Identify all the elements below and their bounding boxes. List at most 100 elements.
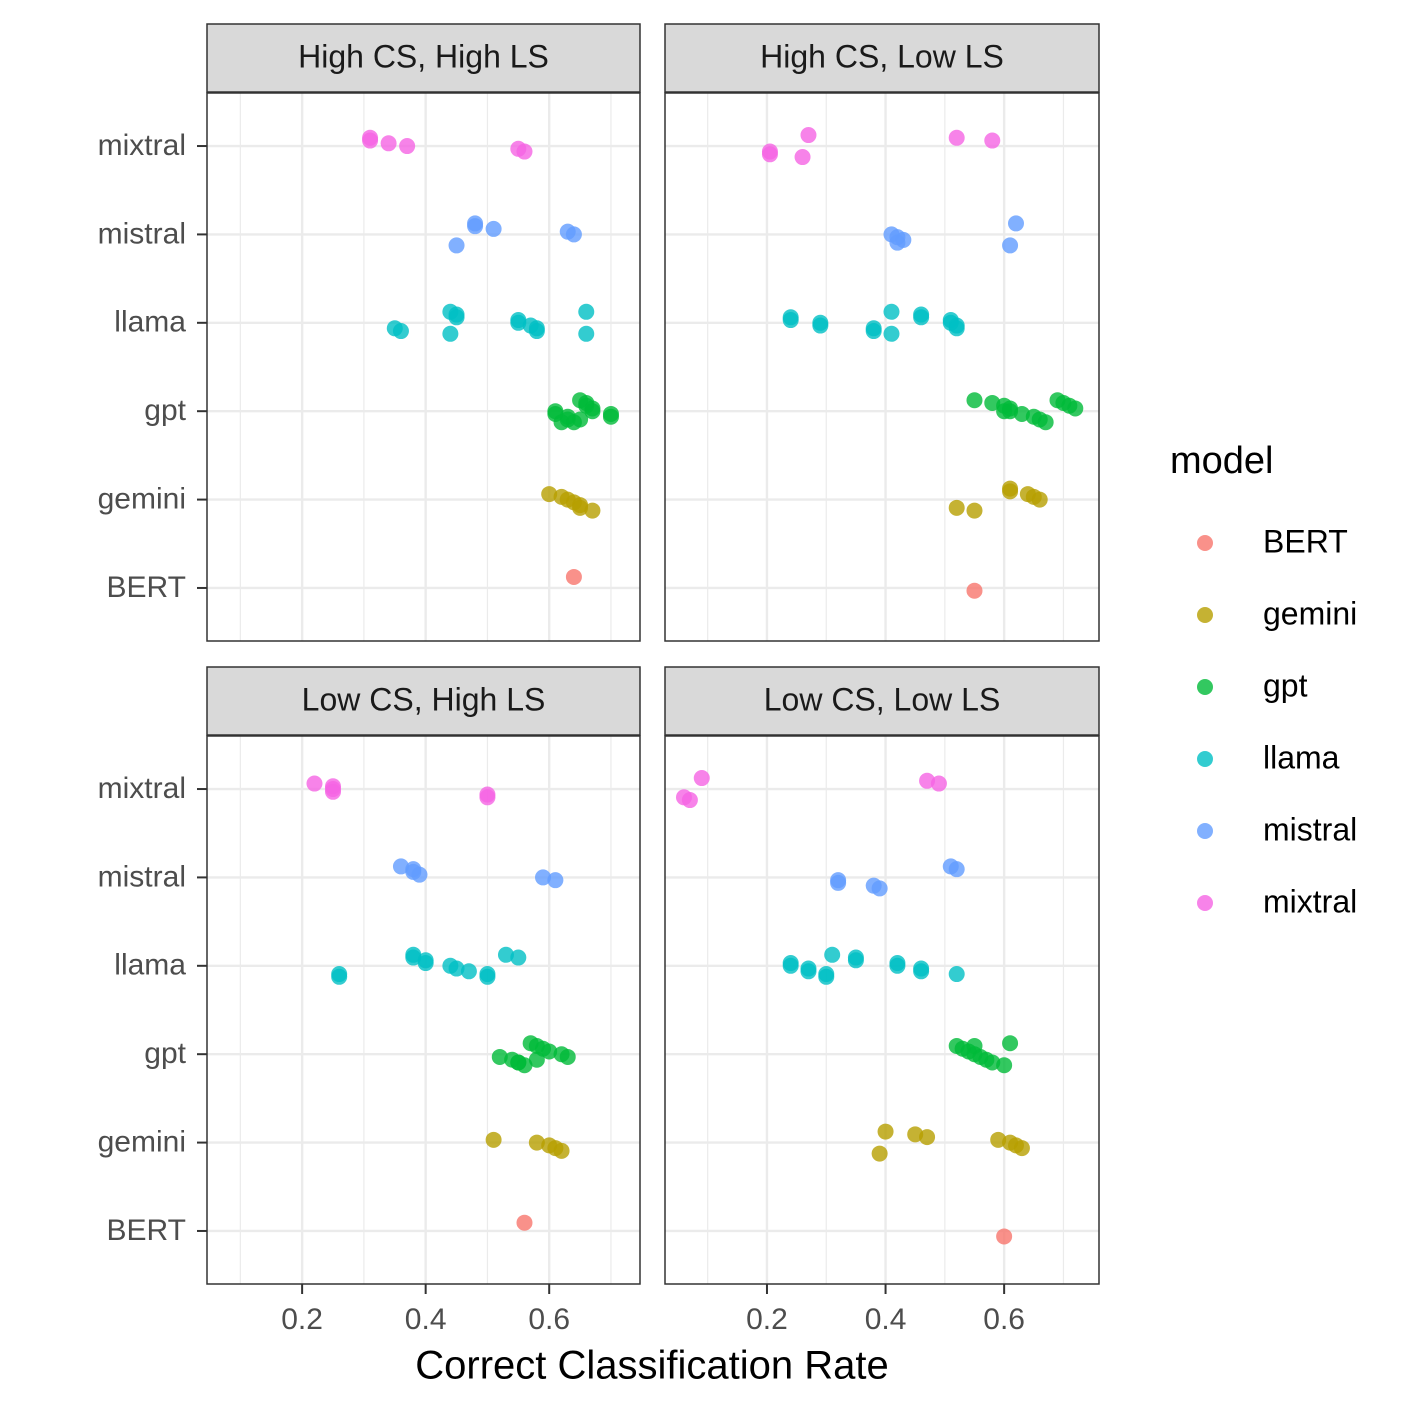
- data-point: [948, 966, 965, 983]
- y-tick-label: gpt: [144, 394, 186, 427]
- legend-key: [1197, 823, 1213, 839]
- data-point: [417, 955, 434, 972]
- data-point: [681, 792, 698, 809]
- data-point: [565, 226, 582, 243]
- data-point: [392, 858, 409, 875]
- data-point: [1013, 1140, 1030, 1157]
- data-point: [948, 499, 965, 516]
- panel-border: [206, 735, 641, 1285]
- data-point: [528, 323, 545, 340]
- legend-label: llama: [1263, 739, 1340, 775]
- data-point: [448, 237, 465, 254]
- data-point: [572, 499, 589, 516]
- data-point: [411, 866, 428, 883]
- panel-background: [665, 93, 1099, 641]
- facet-title: Low CS, High LS: [302, 681, 546, 717]
- data-point: [1067, 400, 1084, 417]
- facet-strip: [206, 23, 641, 93]
- legend-key: [1197, 679, 1213, 695]
- data-point: [572, 411, 589, 428]
- data-point: [871, 1145, 888, 1162]
- data-point: [325, 783, 342, 800]
- data-point: [448, 960, 465, 977]
- panel-border: [206, 92, 641, 642]
- legend-label: gemini: [1263, 595, 1357, 631]
- legend-key: [1197, 895, 1213, 911]
- legend-title: model: [1170, 440, 1274, 482]
- y-tick-label: mixtral: [98, 772, 186, 805]
- legend-label: gpt: [1263, 667, 1308, 703]
- data-point: [865, 323, 882, 340]
- data-point: [306, 775, 323, 792]
- data-point: [883, 303, 900, 320]
- data-point: [800, 963, 817, 980]
- y-tick-label: gemini: [98, 483, 186, 516]
- data-point: [442, 325, 459, 342]
- data-point: [510, 314, 527, 331]
- data-point: [877, 1123, 894, 1140]
- data-point: [497, 946, 514, 963]
- data-point: [1002, 237, 1019, 254]
- legend-label: BERT: [1263, 523, 1348, 559]
- data-point: [467, 218, 484, 235]
- data-point: [883, 325, 900, 342]
- y-tick-label: llama: [114, 949, 186, 982]
- data-point: [460, 963, 477, 980]
- data-point: [516, 143, 533, 160]
- panel-background: [207, 736, 640, 1284]
- legend-label: mistral: [1263, 811, 1357, 847]
- x-axis-title: Correct Classification Rate: [415, 1344, 889, 1388]
- data-point: [547, 872, 564, 889]
- data-point: [1031, 491, 1048, 508]
- facet-strip: [664, 666, 1100, 736]
- y-tick-label: mixtral: [98, 129, 186, 162]
- data-point: [584, 502, 601, 519]
- y-tick-label: BERT: [107, 1214, 186, 1247]
- data-point: [919, 1129, 936, 1146]
- data-point: [510, 1054, 527, 1071]
- x-tick-label: 0.4: [405, 1303, 447, 1336]
- data-point: [824, 946, 841, 963]
- data-point: [930, 775, 947, 792]
- data-point: [693, 770, 710, 787]
- data-point: [948, 129, 965, 146]
- data-point: [578, 325, 595, 342]
- data-point: [782, 312, 799, 329]
- data-point: [948, 861, 965, 878]
- legend-key: [1197, 607, 1213, 623]
- x-tick-label: 0.2: [746, 1303, 788, 1336]
- panel-background: [207, 93, 640, 641]
- data-point: [584, 403, 601, 420]
- facet-title: High CS, Low LS: [760, 38, 1004, 74]
- data-point: [966, 1037, 983, 1054]
- data-point: [966, 392, 983, 409]
- data-point: [913, 963, 930, 980]
- x-tick-label: 0.6: [528, 1303, 570, 1336]
- data-point: [847, 952, 864, 969]
- data-point: [479, 968, 496, 985]
- data-point: [996, 403, 1013, 420]
- data-point: [913, 309, 930, 326]
- data-point: [399, 138, 416, 155]
- data-point: [362, 132, 379, 149]
- y-tick-label: BERT: [107, 571, 186, 604]
- data-point: [448, 309, 465, 326]
- data-point: [948, 320, 965, 337]
- y-tick-label: mistral: [98, 217, 186, 250]
- data-point: [516, 1214, 533, 1231]
- data-point: [871, 880, 888, 897]
- y-tick-label: llama: [114, 306, 186, 339]
- data-point: [485, 220, 502, 237]
- data-point: [602, 408, 619, 425]
- data-point: [1002, 1035, 1019, 1052]
- data-point: [392, 323, 409, 340]
- data-point: [491, 1048, 508, 1065]
- panel-border: [664, 92, 1100, 642]
- data-point: [541, 1043, 558, 1060]
- data-point: [559, 1048, 576, 1065]
- facet-title: Low CS, Low LS: [764, 681, 1001, 717]
- data-point: [553, 1142, 570, 1159]
- data-point: [380, 135, 397, 152]
- data-point: [331, 968, 348, 985]
